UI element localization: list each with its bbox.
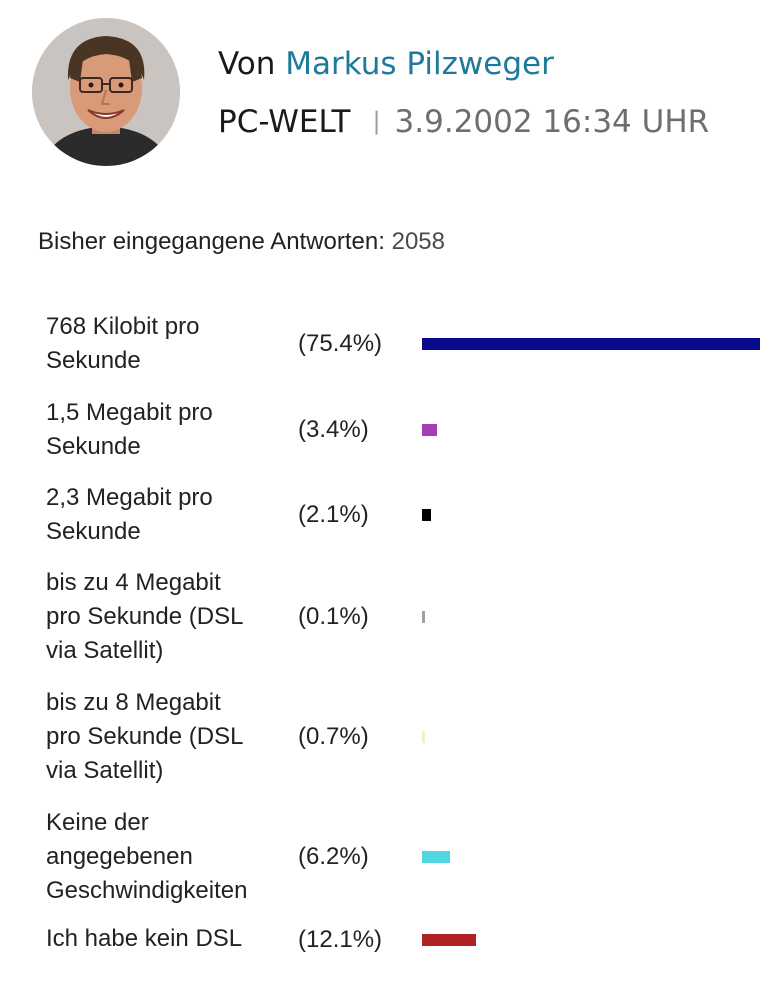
poll-option-bar [422, 934, 476, 946]
poll-results-chart: Bisher eingegangene Antworten: 2058 768 … [32, 218, 777, 974]
poll-row: 2,3 Megabit pro Sekunde (2.1%) [32, 481, 777, 549]
meta-separator: | [372, 107, 381, 135]
poll-option-bar [422, 851, 450, 863]
author-header: Von Markus Pilzweger PC-WELT | 3.9.2002 16… [0, 0, 777, 190]
poll-option-label: bis zu 4 Megabit pro Sekunde (DSL via Sa… [46, 569, 244, 664]
poll-option-bar [422, 424, 437, 436]
poll-option-percent: (0.7%) [298, 723, 369, 750]
poll-option-label: 768 Kilobit pro Sekunde [46, 313, 200, 374]
publish-datetime: 3.9.2002 16:34 UHR [394, 104, 710, 140]
poll-option-bar [422, 731, 425, 743]
article-meta: PC-WELT | 3.9.2002 16:34 UHR [218, 104, 709, 140]
poll-row: bis zu 4 Megabit pro Sekunde (DSL via Sa… [32, 566, 777, 668]
poll-option-label: Ich habe kein DSL [46, 925, 243, 952]
poll-option-percent: (2.1%) [298, 501, 369, 528]
poll-row: Keine der angegebenen Geschwindigkeiten (… [32, 806, 777, 908]
publisher-name: PC-WELT [218, 104, 351, 140]
poll-option-label: 1,5 Megabit pro Sekunde [46, 399, 213, 460]
poll-option-percent: (75.4%) [298, 330, 383, 357]
poll-option-bar [422, 611, 425, 623]
poll-response-count: Bisher eingegangene Antworten: 2058 [38, 228, 445, 256]
poll-option-bar [422, 338, 760, 350]
poll-option-bar [422, 509, 431, 521]
poll-option-percent: (3.4%) [298, 416, 369, 443]
poll-row: 1,5 Megabit pro Sekunde (3.4%) [32, 396, 777, 464]
poll-option-percent: (12.1%) [298, 926, 383, 953]
poll-response-value: 2058 [391, 228, 445, 255]
author-avatar[interactable] [32, 18, 180, 166]
poll-option-label: Keine der angegebenen Geschwindigkeiten [46, 809, 248, 904]
byline-prefix: Von [218, 46, 276, 82]
poll-option-percent: (0.1%) [298, 603, 369, 630]
poll-row: Ich habe kein DSL (12.1%) [32, 922, 777, 958]
poll-response-label: Bisher eingegangene Antworten: [38, 228, 385, 255]
byline: Von Markus Pilzweger [218, 46, 554, 82]
author-name-link[interactable]: Markus Pilzweger [285, 46, 554, 82]
author-avatar-image [32, 18, 180, 166]
poll-option-percent: (6.2%) [298, 843, 369, 870]
poll-option-label: bis zu 8 Megabit pro Sekunde (DSL via Sa… [46, 689, 244, 784]
poll-row: bis zu 8 Megabit pro Sekunde (DSL via Sa… [32, 686, 777, 788]
poll-row: 768 Kilobit pro Sekunde (75.4%) [32, 310, 777, 378]
poll-option-label: 2,3 Megabit pro Sekunde [46, 484, 213, 545]
